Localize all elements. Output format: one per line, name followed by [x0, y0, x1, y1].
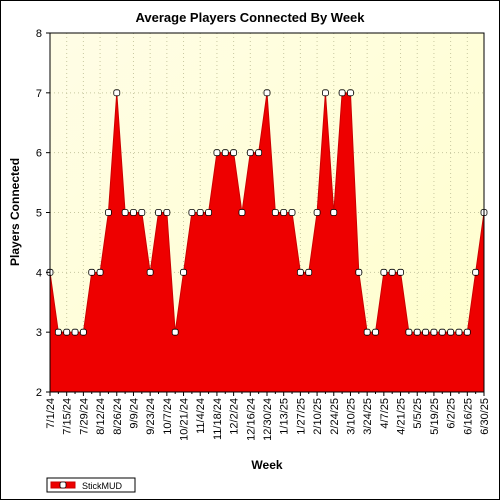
x-tick-label: 1/27/25	[295, 398, 307, 435]
data-point	[455, 328, 463, 336]
data-point	[163, 209, 171, 216]
data-point	[305, 268, 313, 276]
data-point	[121, 209, 129, 216]
x-tick-label: 2/24/25	[329, 398, 341, 435]
x-tick-label: 6/30/25	[479, 398, 491, 435]
data-point	[271, 209, 279, 216]
data-point	[96, 268, 104, 276]
x-tick-label: 12/30/24	[262, 398, 274, 441]
x-tick-label: 3/24/25	[362, 398, 374, 435]
x-tick-label: 12/2/24	[229, 398, 241, 435]
data-point	[463, 328, 471, 336]
data-point	[388, 268, 396, 276]
data-point	[54, 328, 62, 336]
data-point	[238, 209, 246, 216]
data-point	[105, 209, 112, 216]
x-tick-label: 8/26/24	[112, 398, 124, 435]
data-point	[347, 89, 354, 97]
data-point	[280, 209, 288, 216]
data-point	[372, 328, 379, 336]
y-tick-label: 8	[36, 28, 42, 40]
y-tick-label: 6	[36, 148, 42, 160]
data-point	[213, 149, 221, 157]
data-point	[113, 89, 121, 97]
x-axis-label: Week	[251, 458, 282, 472]
data-point	[430, 328, 438, 336]
legend: StickMUD	[46, 477, 136, 493]
y-axis-label: Players Connected	[8, 158, 22, 266]
data-point	[288, 209, 296, 216]
data-point	[363, 328, 371, 336]
data-point	[79, 328, 87, 336]
x-tick-label: 8/12/24	[95, 398, 107, 435]
legend-label: StickMUD	[82, 481, 122, 491]
data-point	[438, 328, 446, 336]
y-axis: 2 3 4 5 6 7 8	[36, 28, 50, 399]
x-tick-label: 10/7/24	[162, 398, 174, 435]
y-tick-label: 7	[36, 88, 42, 100]
y-tick-label: 5	[36, 208, 42, 220]
data-point	[413, 328, 421, 336]
data-point	[88, 268, 96, 276]
y-tick-label: 4	[36, 267, 42, 279]
legend-marker	[59, 481, 67, 489]
x-tick-label: 4/7/25	[379, 398, 391, 429]
x-tick-label: 11/18/24	[212, 398, 224, 440]
data-point	[171, 328, 179, 336]
data-point	[246, 149, 254, 157]
data-point	[296, 268, 304, 276]
x-tick-label: 4/21/25	[396, 398, 408, 435]
data-point	[205, 209, 212, 216]
data-point	[130, 209, 137, 216]
data-point	[330, 209, 338, 216]
data-point	[230, 149, 238, 157]
data-point	[188, 209, 196, 216]
data-point	[447, 328, 455, 336]
x-axis: 7/1/24 7/15/24 7/29/24 8/12/24 8/26/24 9/9/24…	[45, 392, 491, 441]
data-point	[472, 268, 480, 276]
x-tick-label: 11/4/24	[195, 398, 207, 434]
data-point	[313, 209, 321, 216]
x-tick-label: 3/10/25	[345, 398, 357, 435]
x-tick-label: 6/16/25	[462, 398, 474, 435]
data-point	[71, 328, 79, 336]
x-tick-label: 6/2/25	[446, 398, 458, 429]
x-tick-label: 7/29/24	[78, 398, 90, 435]
data-point	[405, 328, 413, 336]
y-tick-label: 3	[36, 327, 42, 339]
data-point	[180, 268, 187, 276]
x-tick-label: 7/15/24	[62, 398, 74, 435]
x-tick-label: 2/10/25	[312, 398, 324, 435]
data-point	[63, 328, 71, 336]
data-point	[263, 89, 271, 97]
x-tick-label: 5/19/25	[429, 398, 441, 435]
data-point	[138, 209, 146, 216]
x-tick-label: 5/5/25	[412, 398, 424, 429]
x-tick-label: 9/23/24	[145, 398, 157, 435]
data-point	[380, 268, 388, 276]
data-point	[355, 268, 363, 276]
data-point	[397, 268, 404, 276]
data-point	[338, 89, 346, 97]
data-point	[221, 149, 229, 157]
data-point	[196, 209, 204, 216]
y-tick-label: 2	[36, 387, 42, 399]
x-tick-label: 12/16/24	[245, 398, 257, 441]
x-tick-label: 10/21/24	[179, 398, 191, 441]
x-tick-label: 9/9/24	[128, 398, 140, 429]
data-point	[155, 209, 162, 216]
chart-title: Average Players Connected By Week	[135, 10, 365, 25]
x-tick-label: 1/13/25	[279, 398, 291, 435]
series-area-fill	[50, 92, 484, 392]
data-point	[322, 89, 329, 97]
data-point	[146, 268, 154, 276]
x-tick-label: 7/1/24	[45, 398, 57, 429]
data-point	[255, 149, 263, 157]
data-point	[422, 328, 429, 336]
